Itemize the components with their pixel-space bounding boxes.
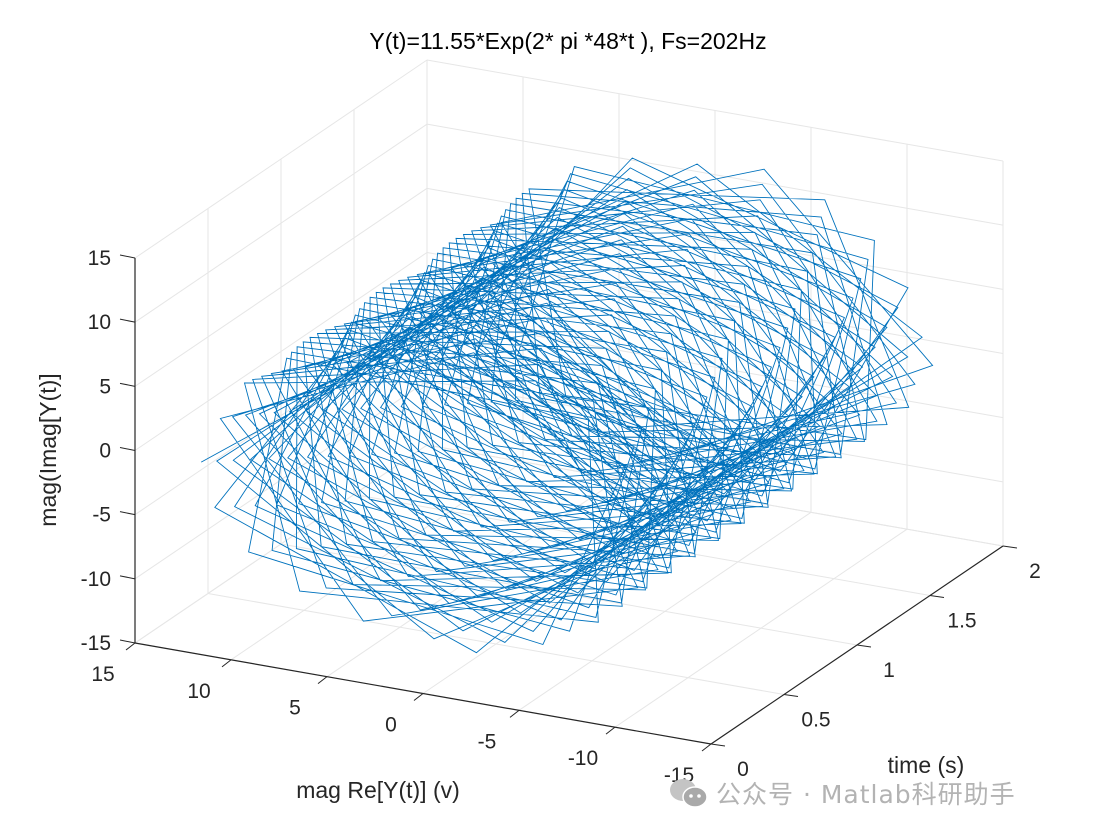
- x-tick-label: 15: [91, 663, 114, 686]
- x-tick-label: 5: [289, 697, 301, 720]
- y-tick-label: 0.5: [801, 709, 830, 732]
- y-axis-tick-labels: 0 0.5 1 1.5 2: [737, 560, 1041, 781]
- z-axis-label: mag(Imag[Y(t)]: [35, 373, 61, 526]
- z-tick-label: 5: [99, 375, 111, 398]
- z-tick-label: 10: [88, 311, 111, 334]
- y-axis-label: time (s): [888, 752, 965, 778]
- y-tick-label: 1: [883, 659, 895, 682]
- x-tick-label: -5: [478, 730, 497, 753]
- z-tick-label: -15: [81, 632, 111, 655]
- z-tick-label: 0: [99, 440, 111, 463]
- axes-lines: [119, 254, 1018, 752]
- x-tick-label: 0: [385, 714, 397, 737]
- z-tick-label: -5: [92, 504, 111, 527]
- x-axis-label: mag Re[Y(t)] (v): [296, 777, 460, 803]
- chart-title: Y(t)=11.55*Exp(2* pi *48*t ), Fs=202Hz: [369, 28, 766, 54]
- grid-lines: [134, 59, 1004, 745]
- y-tick-label: 1.5: [947, 610, 976, 633]
- watermark: 公众号 · Matlab科研助手: [668, 775, 1016, 811]
- z-tick-label: -10: [81, 568, 111, 591]
- x-tick-label: -10: [568, 747, 598, 770]
- wechat-icon: [668, 776, 710, 810]
- data-series-line: [200, 157, 934, 654]
- y-tick-label: 0: [737, 758, 749, 781]
- z-axis-tick-labels: 15 10 5 0 -5 -10 -15: [81, 247, 111, 655]
- watermark-text: 公众号 · Matlab科研助手: [716, 780, 1016, 809]
- y-tick-label: 2: [1029, 560, 1041, 583]
- z-tick-label: 15: [88, 247, 111, 270]
- x-tick-label: 10: [187, 680, 210, 703]
